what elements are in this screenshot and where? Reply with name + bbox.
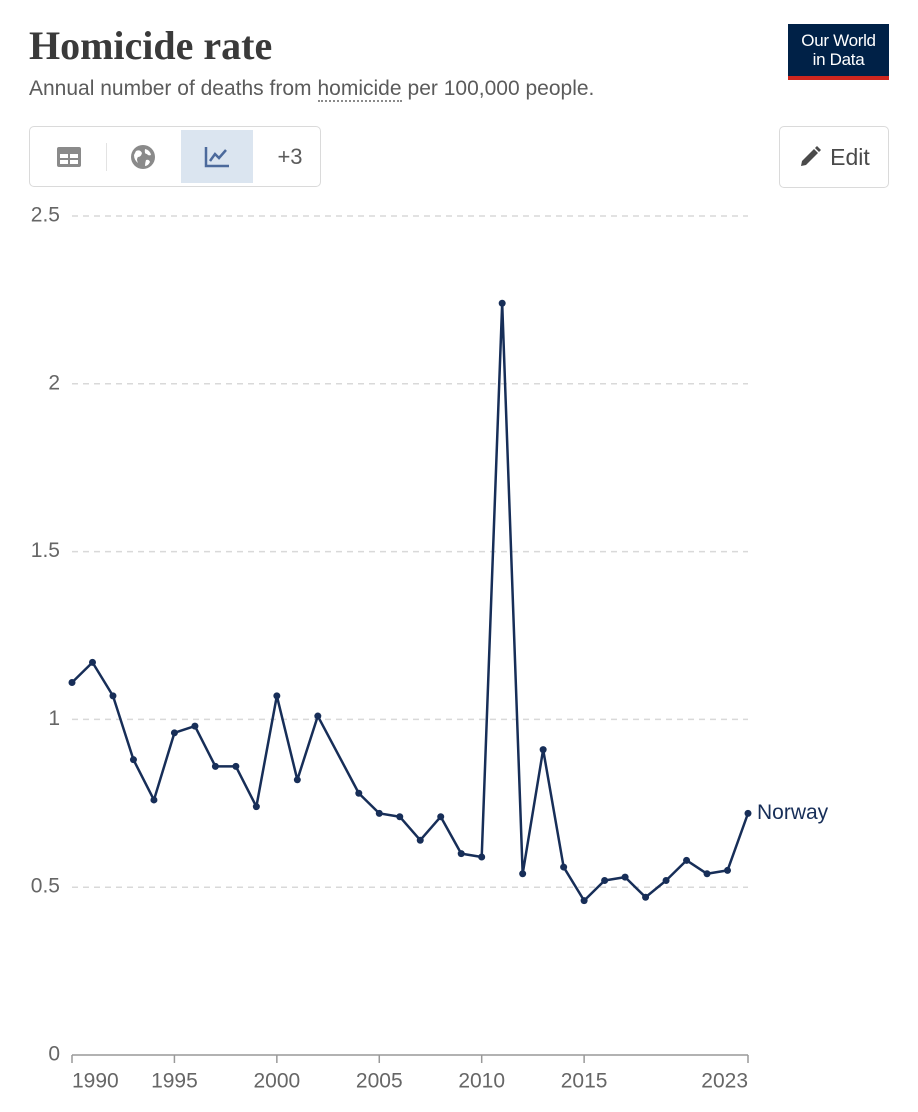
data-point: [293, 776, 301, 784]
data-point: [232, 762, 240, 770]
subtitle-text: per 100,000 people.: [407, 77, 595, 100]
data-point: [252, 803, 260, 811]
data-point: [355, 789, 363, 797]
view-tabs: +3: [29, 126, 321, 187]
data-point: [191, 722, 199, 730]
logo-text: Our World: [801, 31, 876, 50]
table-tab[interactable]: [33, 130, 105, 183]
data-point: [642, 893, 650, 901]
map-tab[interactable]: [107, 130, 179, 183]
table-icon: [57, 146, 81, 167]
line-icon: [204, 146, 229, 167]
data-point: [703, 870, 711, 878]
data-point: [109, 692, 117, 700]
y-tick-label: 2: [48, 371, 60, 394]
data-point: [88, 658, 96, 666]
series-line: [71, 302, 750, 902]
x-tick-label: 1995: [151, 1070, 198, 1093]
data-point: [211, 762, 219, 770]
globe-icon: [131, 144, 155, 169]
x-tick-label: 1990: [72, 1070, 119, 1093]
data-point: [273, 692, 281, 700]
data-point: [314, 712, 322, 720]
data-point: [662, 876, 670, 884]
data-point: [601, 876, 609, 884]
pencil-icon: [801, 146, 822, 166]
x-tick-label: 2023: [701, 1070, 748, 1093]
edit-label: Edit: [830, 143, 870, 170]
definition-link[interactable]: homicide: [317, 77, 402, 102]
data-point: [539, 746, 547, 754]
y-tick-label: 0.5: [31, 875, 60, 898]
data-point: [744, 809, 752, 817]
data-point: [150, 796, 158, 804]
x-tick-label: 2000: [253, 1070, 300, 1093]
data-point: [519, 870, 527, 878]
data-point: [396, 813, 404, 821]
y-tick-label: 1: [48, 707, 60, 730]
x-tick-label: 2010: [458, 1070, 505, 1093]
y-tick-label: 0: [48, 1043, 60, 1066]
data-point: [560, 863, 568, 871]
data-point: [170, 729, 178, 737]
data-point: [68, 678, 76, 686]
data-point: [416, 836, 424, 844]
subtitle-text: Annual number of deaths from: [29, 77, 312, 100]
data-point: [724, 866, 732, 874]
data-point: [129, 756, 137, 764]
data-point: [375, 809, 383, 817]
data-point: [437, 813, 445, 821]
data-point: [457, 850, 465, 858]
separator: [106, 143, 107, 171]
chart-subtitle: Annual number of deaths from homicide per …: [29, 77, 595, 102]
chart-title: Homicide rate: [29, 23, 273, 68]
logo[interactable]: Our World in Data: [788, 24, 889, 80]
data-point: [683, 856, 691, 864]
series-label: Norway: [757, 801, 829, 824]
x-tick-label: 2005: [356, 1070, 403, 1093]
logo-text: in Data: [812, 50, 865, 69]
more-tabs[interactable]: +3: [277, 143, 303, 169]
data-point: [621, 873, 629, 881]
x-tick-label: 2015: [561, 1070, 608, 1093]
data-point: [580, 897, 588, 905]
data-point: [478, 853, 486, 861]
edit-button[interactable]: Edit: [779, 126, 889, 188]
chart-tab[interactable]: [181, 130, 253, 183]
y-tick-label: 1.5: [31, 539, 60, 562]
data-point: [498, 299, 506, 307]
y-tick-label: 2.5: [31, 204, 60, 227]
